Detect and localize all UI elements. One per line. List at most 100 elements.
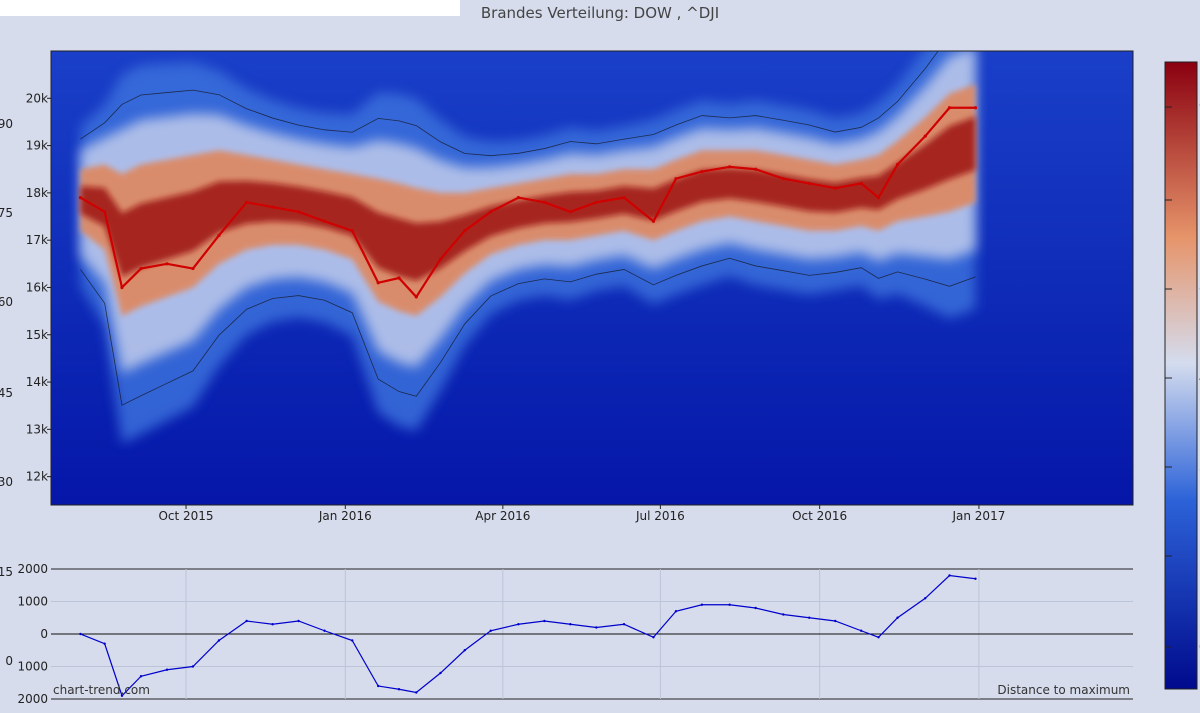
distance-point [415, 691, 418, 694]
distance-point [139, 675, 143, 678]
distance-point [569, 623, 572, 626]
distance-point [595, 626, 598, 629]
colorscale-bar: 9764310 [1164, 61, 1200, 690]
distance-point [397, 688, 401, 691]
distance-point [543, 619, 546, 623]
distance-point [489, 629, 492, 632]
x-tick-label: Jan 2016 [318, 509, 372, 523]
distance-point [271, 623, 274, 626]
distance-point [877, 636, 880, 639]
price-point [78, 196, 83, 200]
distance-point [652, 636, 655, 639]
distance-point [622, 623, 626, 626]
price-point [296, 210, 301, 214]
distance-point [782, 613, 785, 616]
secondary-axis-label: 30 [0, 475, 13, 489]
price-point [807, 181, 811, 186]
subplot-y-tick-label: 1000 [17, 595, 48, 609]
price-point [191, 266, 195, 271]
price-point [438, 257, 443, 261]
distance-point [700, 603, 704, 606]
price-point [700, 169, 704, 174]
price-point [489, 210, 493, 214]
price-point [923, 134, 927, 138]
contour-upper [80, 51, 939, 157]
y-tick-label: 20k [26, 91, 48, 105]
price-point [947, 106, 952, 110]
subplot-y-tick-label: 0 [40, 627, 48, 641]
top-white-bar [0, 0, 460, 16]
price-point [594, 200, 598, 204]
distance-point [974, 577, 977, 580]
price-point [516, 196, 521, 200]
price-point [622, 196, 626, 200]
distance-point [297, 619, 300, 623]
secondary-axis-label: 90 [0, 117, 13, 131]
distance-point [245, 619, 248, 623]
price-point [728, 165, 732, 169]
x-tick-label: Oct 2015 [158, 509, 213, 523]
distance-point [376, 684, 380, 688]
distance-point [808, 616, 811, 619]
distance-point [834, 619, 837, 623]
price-point [674, 177, 678, 181]
distance-point [103, 642, 106, 645]
price-point [165, 262, 169, 266]
secondary-axis-label: 60 [0, 295, 13, 309]
subplot-y-tick-label: 2000 [17, 692, 48, 706]
subplot-y-tick-label: 2000 [17, 562, 48, 576]
y-tick-label: 16k [26, 280, 48, 294]
heatmap-plot [50, 50, 1134, 506]
y-tick-label: 12k [26, 470, 48, 484]
price-point [139, 266, 143, 271]
price-point [350, 229, 354, 233]
y-tick-label: 15k [26, 328, 48, 342]
y-tick-label: 18k [26, 186, 48, 200]
price-point [376, 281, 380, 285]
subplot-y-tick-label: 1000 [17, 660, 48, 674]
x-tick-label: Jan 2017 [951, 509, 1005, 523]
price-point [973, 106, 978, 110]
price-point [120, 285, 124, 290]
price-point [322, 219, 327, 223]
distance-point [191, 665, 195, 668]
footer-caption: Distance to maximum [997, 683, 1130, 697]
distance-point [323, 629, 326, 632]
distance-point [217, 639, 221, 642]
distance-point [728, 603, 731, 606]
price-point [651, 219, 656, 223]
y-tick-label: 14k [26, 375, 48, 389]
x-tick-label: Jul 2016 [635, 509, 685, 523]
distance-point [120, 694, 124, 697]
distance-to-maximum-plot: 2000 1000 0 1000 2000 chart-trend.com Distan… [17, 562, 1133, 706]
price-point [217, 233, 221, 238]
footer-source: chart-trend.com [53, 683, 150, 697]
distance-point [79, 632, 82, 636]
price-point [833, 186, 837, 190]
distance-point [948, 574, 951, 577]
price-point [859, 181, 863, 186]
secondary-axis-label: 0 [5, 654, 13, 668]
price-point [103, 210, 107, 214]
price-point [414, 295, 418, 299]
contour-lower [80, 257, 976, 406]
y-tick-label: 13k [26, 422, 48, 436]
price-point [463, 229, 467, 233]
distance-point [351, 639, 354, 642]
secondary-axis-label: 15 [0, 565, 13, 579]
price-point [895, 162, 900, 167]
y-tick-label: 19k [26, 139, 48, 153]
price-point [781, 177, 785, 181]
price-point [397, 276, 401, 280]
plot-frame [50, 50, 1134, 506]
distance-point [924, 597, 927, 600]
price-point [568, 210, 572, 214]
distance-point [674, 610, 678, 613]
distance-point [463, 649, 466, 652]
distance-line [80, 574, 976, 697]
y-tick-label: 17k [26, 233, 48, 247]
price-point [753, 167, 758, 171]
distance-point [896, 616, 899, 619]
distance-point [165, 668, 169, 671]
